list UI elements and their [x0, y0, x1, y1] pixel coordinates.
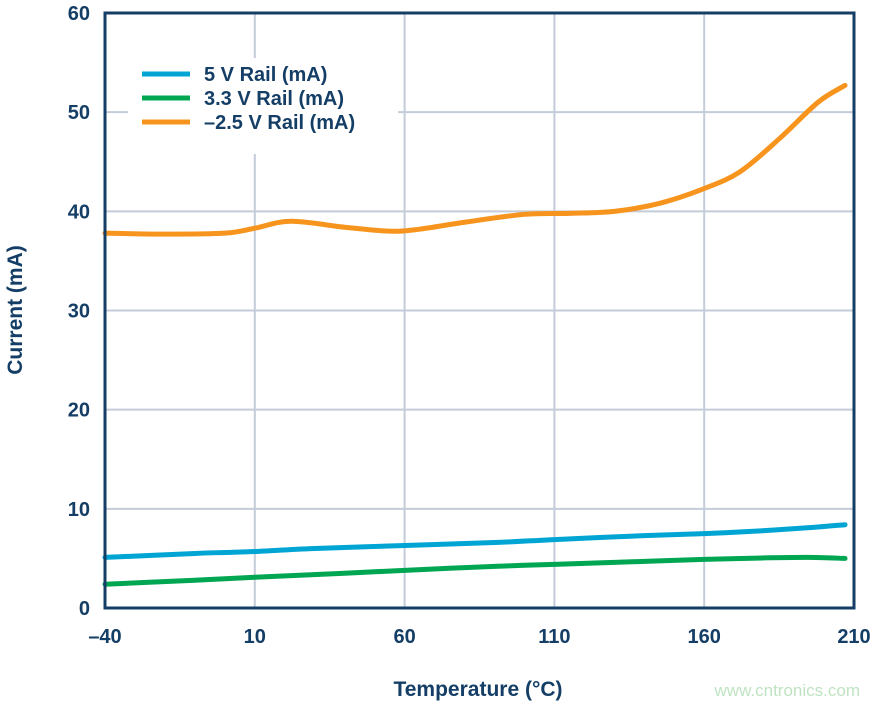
- y-tick-labels: 0 10 20 30 40 50 60: [68, 3, 90, 620]
- legend-label: 5 V Rail (mA): [204, 64, 327, 86]
- x-tick-label: 110: [538, 626, 570, 648]
- y-axis-label: Current (mA): [4, 245, 27, 375]
- series-lines: [102, 82, 848, 587]
- y-tick-label: 50: [68, 102, 90, 124]
- x-tick-label: 210: [837, 626, 870, 648]
- x-tick-label: 10: [244, 626, 266, 648]
- series-line-1: [102, 554, 848, 587]
- watermark: www.cntronics.com: [714, 681, 860, 700]
- x-tick-labels: –40 10 60 110 160 210: [88, 626, 870, 648]
- y-tick-label: 60: [68, 3, 90, 25]
- x-tick-label: –40: [88, 626, 121, 648]
- y-tick-label: 30: [68, 301, 90, 323]
- x-axis-label: Temperature (°C): [393, 678, 562, 701]
- x-tick-label: 160: [688, 626, 721, 648]
- y-tick-label: 0: [79, 598, 90, 620]
- legend: 5 V Rail (mA)3.3 V Rail (mA)–2.5 V Rail …: [128, 58, 398, 154]
- series-line-2: [102, 82, 848, 237]
- y-tick-label: 40: [68, 201, 90, 223]
- series-line-0: [102, 522, 848, 560]
- y-tick-label: 10: [68, 499, 90, 521]
- plot-frame: [103, 11, 856, 610]
- x-tick-label: 60: [393, 626, 415, 648]
- legend-label: 3.3 V Rail (mA): [204, 88, 344, 110]
- legend-label: –2.5 V Rail (mA): [204, 112, 355, 134]
- y-tick-label: 20: [68, 400, 90, 422]
